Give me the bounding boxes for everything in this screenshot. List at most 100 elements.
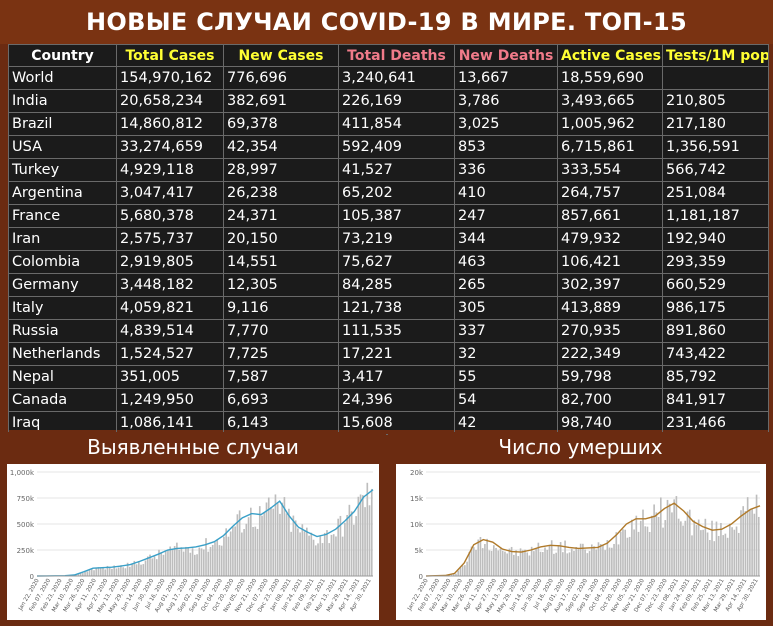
table-row: Iraq 1,086,141 6,143 15,608 42 98,740 231,466 [8,411,769,435]
daily-bar [577,549,580,576]
daily-bar [559,542,562,576]
table-row: Canada 1,249,950 6,693 24,396 54 82,700 841,91… [8,388,769,412]
column-header: Total Cases [116,44,224,67]
daily-bar [135,564,138,576]
daily-bar [292,515,295,576]
daily-bar [637,531,640,576]
daily-bar [504,551,506,576]
daily-bar [479,536,482,576]
daily-bar [254,526,257,576]
daily-bar [245,523,248,576]
data-table: Country Total Cases New Cases Total Deaths N… [8,44,769,435]
y-tick-label: 0 [30,573,34,581]
daily-bar [484,544,486,576]
daily-bar [702,529,704,576]
value-cell: 24,371 [223,204,339,228]
daily-bar [366,482,369,576]
value-cell: 75,627 [338,250,455,274]
column-header: New Deaths [454,44,558,67]
cases-chart-panel: Выявленные случаи 0 250k 500k 750k 1,000k Jan… [0,432,386,626]
daily-bar [310,532,313,576]
daily-bar [82,573,84,576]
daily-bar [550,540,553,576]
daily-bar [77,573,80,576]
daily-bar [344,522,346,576]
daily-bar [675,496,678,576]
daily-bar [196,554,198,576]
daily-bar [691,535,693,576]
value-cell: 7,770 [223,319,339,343]
daily-bar [464,565,466,576]
daily-bar [708,540,711,576]
daily-bar [742,506,745,576]
daily-bar [664,520,667,576]
country-cell: World [8,66,117,90]
daily-bar [737,532,740,576]
deaths-chart-panel: Число умерших 0 5k 10k 15k 20k Jan 22, 2020 Fe… [388,432,773,626]
daily-bar [733,529,736,576]
daily-bar [657,517,660,576]
daily-bar [493,545,495,576]
daily-bar [84,571,86,576]
daily-bar [328,543,331,576]
daily-bar [133,560,136,576]
daily-bar [470,546,473,576]
daily-bar [236,514,239,576]
daily-bar [191,548,194,576]
daily-bar [653,504,655,576]
daily-bar [751,509,753,576]
daily-bar [468,551,471,576]
value-cell: 411,854 [338,112,455,136]
daily-bar [644,526,647,576]
value-cell: 3,493,665 [557,89,663,113]
daily-bar [626,537,629,576]
daily-bar [724,533,727,576]
y-tick-label: 750k [17,495,35,503]
daily-bar [308,535,310,576]
value-cell: 337 [454,319,558,343]
daily-bar [79,572,82,576]
daily-bar [265,502,268,576]
daily-bar [546,549,549,576]
daily-bar [573,550,575,576]
daily-bar [490,550,493,576]
daily-bar [218,545,221,576]
daily-bar [570,548,573,576]
value-cell: 85,792 [662,365,769,389]
daily-bar [314,545,317,576]
daily-bar [225,528,227,576]
daily-bar [533,551,535,576]
country-cell: USA [8,135,117,159]
daily-bar [362,495,364,576]
value-cell: 41,527 [338,158,455,182]
table-row: Brazil 14,860,812 69,378 411,854 3,025 1,005,… [8,112,769,136]
daily-bar [539,551,542,576]
daily-bar [182,551,185,576]
daily-bar [448,574,451,576]
daily-bar [357,496,360,576]
daily-bar [731,527,733,576]
daily-bar [355,516,357,576]
daily-bar [350,511,353,576]
daily-bar [359,494,362,576]
daily-bar [306,527,308,576]
daily-bar [97,567,100,576]
daily-bar [688,509,691,576]
value-cell: 6,693 [223,388,339,412]
daily-bar [508,548,511,576]
daily-bar [144,560,147,576]
daily-bar [216,539,219,576]
daily-bar [250,507,252,576]
value-cell: 210,805 [662,89,769,113]
daily-bar [155,559,158,576]
daily-bar [223,536,225,576]
daily-bar [602,544,604,576]
value-cell: 1,524,527 [116,342,224,366]
daily-bar [149,554,151,576]
daily-bar [575,547,578,576]
value-cell: 33,274,659 [116,135,224,159]
value-cell: 264,757 [557,181,663,205]
daily-bar [332,534,335,576]
daily-bar [506,553,508,576]
daily-bar [200,548,203,576]
